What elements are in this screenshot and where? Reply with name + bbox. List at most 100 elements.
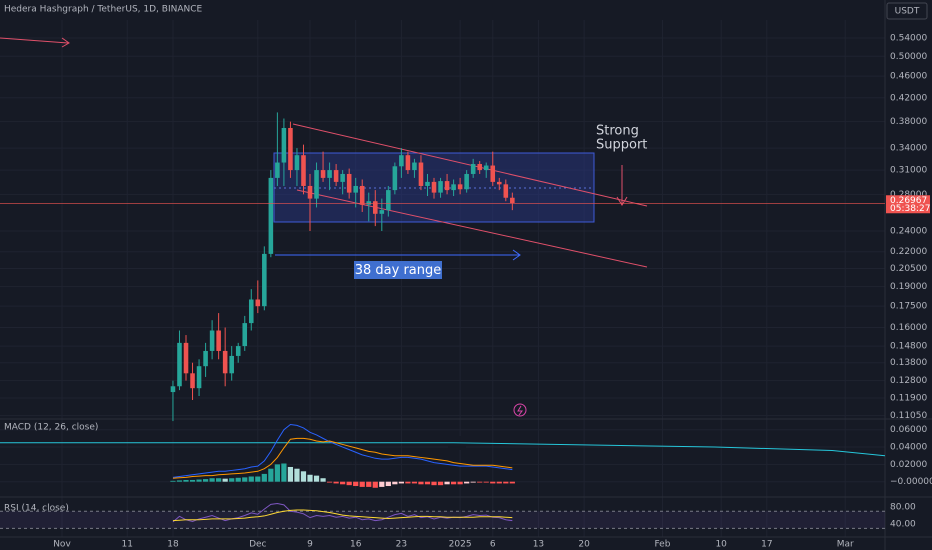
candle-body <box>353 185 358 193</box>
histogram-bar <box>411 481 418 484</box>
histogram-bar <box>202 479 209 482</box>
histogram-bar <box>457 481 463 485</box>
histogram-bar <box>509 481 515 484</box>
histogram-bar <box>464 481 470 484</box>
x-tick-label: 18 <box>167 540 179 550</box>
red-arrow <box>0 37 69 44</box>
indicator-line <box>172 509 513 522</box>
histogram-bar <box>320 478 326 482</box>
candle-body <box>262 253 267 307</box>
x-tick-label: 11 <box>122 540 133 550</box>
y-tick-label: 0.20500 <box>890 264 927 274</box>
histogram-bar <box>313 475 320 482</box>
x-tick-label: 23 <box>396 540 407 550</box>
y-tick-label: −0.00000 <box>890 477 932 487</box>
histogram-bar <box>450 481 457 485</box>
candle-body <box>431 181 437 193</box>
candle-body <box>372 201 378 214</box>
y-tick-label: 0.02000 <box>890 460 927 470</box>
grid <box>0 20 885 537</box>
histogram-bar <box>379 481 385 487</box>
candle-body <box>327 170 332 178</box>
candle-body <box>281 127 287 163</box>
histogram-bar <box>281 463 287 482</box>
histogram-bar <box>261 473 267 482</box>
last-price: 0.26967 <box>890 196 927 206</box>
histogram-bar <box>274 464 280 482</box>
histogram-bar <box>183 479 189 482</box>
histogram-bar <box>346 481 352 486</box>
x-tick-label: 16 <box>350 540 362 550</box>
pane-title: MACD (12, 26, close) <box>4 423 98 433</box>
histogram-bar <box>294 468 300 482</box>
red-arrow-head <box>61 37 70 48</box>
y-tick-label: 0.46000 <box>890 72 927 82</box>
y-tick-label: 0.11050 <box>890 411 927 421</box>
histogram-bar <box>255 476 261 482</box>
candle-body <box>235 346 241 356</box>
event-icon <box>513 403 527 417</box>
histogram-bar <box>359 481 365 487</box>
candle-body <box>255 299 261 307</box>
histogram-bar <box>490 481 496 484</box>
histogram-bar <box>398 481 404 484</box>
y-tick-label: 0.31000 <box>890 166 927 176</box>
candle-body <box>425 181 430 186</box>
candle-body <box>170 386 176 393</box>
candle-body <box>242 323 248 347</box>
y-tick-label: 0.19000 <box>890 282 927 292</box>
candle-body <box>294 155 300 171</box>
candle-body <box>203 350 208 367</box>
histogram-bar <box>307 474 313 482</box>
histogram-bar <box>424 481 431 485</box>
label-box <box>354 261 442 279</box>
histogram-bar <box>444 481 450 485</box>
candle-body <box>177 342 182 387</box>
x-tick-label: 20 <box>578 540 590 550</box>
candle-body <box>405 155 411 171</box>
x-tick-label: Feb <box>654 540 670 550</box>
annotation: Support <box>596 138 647 153</box>
candle-body <box>209 330 215 351</box>
indicator-line <box>172 423 513 478</box>
support-arrow-head <box>616 196 628 206</box>
channel-upper <box>292 123 648 207</box>
x-tick-label: 2025 <box>449 540 472 550</box>
blue-arrow-head <box>512 249 521 261</box>
histogram-bar <box>503 481 509 484</box>
y-tick-label: 0.04000 <box>890 443 927 453</box>
histogram-bar <box>431 481 437 486</box>
candle-body <box>412 162 417 171</box>
candle-body <box>359 185 365 205</box>
annotation: Strong <box>596 124 639 139</box>
x-tick-label: 10 <box>715 540 727 550</box>
candle-body <box>399 155 404 167</box>
histogram-bar <box>496 481 502 484</box>
candle-body <box>196 366 202 389</box>
histogram-bar <box>196 479 202 482</box>
y-tick-label: 0.22000 <box>890 247 927 257</box>
candle-body <box>457 184 463 190</box>
x-tick-label: 17 <box>761 540 772 550</box>
histogram-bar <box>437 481 444 486</box>
y-tick-label: 0.16000 <box>890 323 927 333</box>
y-tick-label: 0.50000 <box>890 52 927 62</box>
histogram-bar <box>340 481 346 485</box>
y-tick-label: 40.00 <box>890 520 916 530</box>
histogram-bar <box>392 481 398 485</box>
indicator-line <box>172 437 513 479</box>
candle-body <box>346 173 352 193</box>
histogram-bar <box>242 477 248 482</box>
y-tick-label: 0.11900 <box>890 393 927 403</box>
y-tick-label: 0.12800 <box>890 376 927 386</box>
candle-body <box>496 181 502 185</box>
histogram-bar <box>470 481 476 483</box>
candle-body <box>490 165 496 182</box>
candle-body <box>392 166 398 191</box>
candle-body <box>248 299 254 324</box>
candle-body <box>183 342 189 374</box>
histogram-bar <box>326 481 333 483</box>
pane-title: RSI (14, close) <box>4 504 69 514</box>
last-price-box <box>886 195 930 214</box>
